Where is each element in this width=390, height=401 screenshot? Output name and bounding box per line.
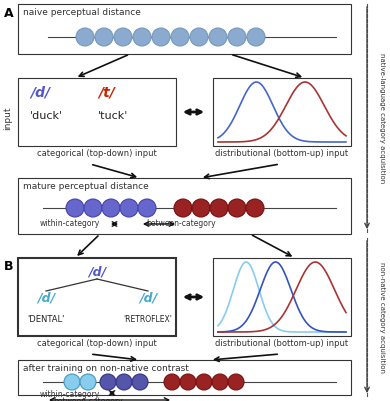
Text: 'duck': 'duck': [30, 111, 63, 121]
Circle shape: [84, 199, 102, 217]
Circle shape: [76, 28, 94, 46]
Text: /d/: /d/: [139, 292, 157, 304]
Circle shape: [132, 374, 148, 390]
Bar: [18, 4, 351, 54]
Circle shape: [246, 199, 264, 217]
Circle shape: [190, 28, 208, 46]
Bar: [18, 178, 351, 234]
Text: categorical (top-down) input: categorical (top-down) input: [37, 149, 157, 158]
Bar: [213, 258, 351, 336]
Circle shape: [171, 28, 189, 46]
Bar: [213, 78, 351, 146]
Text: within-category: within-category: [40, 219, 100, 229]
Circle shape: [212, 374, 228, 390]
Text: naive perceptual distance: naive perceptual distance: [23, 8, 141, 17]
Text: /d/: /d/: [37, 292, 55, 304]
Text: 'RETROFLEX': 'RETROFLEX': [124, 316, 172, 324]
Circle shape: [120, 199, 138, 217]
Circle shape: [192, 199, 210, 217]
Circle shape: [102, 199, 120, 217]
Text: between-category: between-category: [146, 219, 216, 229]
Circle shape: [228, 199, 246, 217]
Circle shape: [116, 374, 132, 390]
Text: after training on non-native contrast: after training on non-native contrast: [23, 364, 189, 373]
Text: A: A: [4, 7, 14, 20]
Text: distributional (bottom-up) input: distributional (bottom-up) input: [215, 339, 349, 348]
Circle shape: [209, 28, 227, 46]
Bar: [18, 360, 351, 395]
Circle shape: [247, 28, 265, 46]
Text: categorical (top-down) input: categorical (top-down) input: [37, 339, 157, 348]
Text: /t/: /t/: [98, 86, 115, 100]
Text: native-language category acquisition: native-language category acquisition: [379, 53, 385, 183]
Circle shape: [66, 199, 84, 217]
Circle shape: [210, 199, 228, 217]
Text: input: input: [4, 106, 12, 130]
Circle shape: [164, 374, 180, 390]
Text: 'tuck': 'tuck': [98, 111, 128, 121]
Text: B: B: [4, 260, 14, 273]
Circle shape: [64, 374, 80, 390]
Circle shape: [100, 374, 116, 390]
Circle shape: [228, 374, 244, 390]
Circle shape: [95, 28, 113, 46]
Circle shape: [196, 374, 212, 390]
Circle shape: [133, 28, 151, 46]
Text: 'DENTAL': 'DENTAL': [27, 316, 65, 324]
Text: mature perceptual distance: mature perceptual distance: [23, 182, 149, 191]
Text: within-category: within-category: [40, 390, 100, 399]
Circle shape: [152, 28, 170, 46]
Text: between-category: between-category: [53, 397, 122, 401]
Circle shape: [228, 28, 246, 46]
Text: /d/: /d/: [88, 265, 106, 279]
Bar: [18, 78, 176, 146]
Circle shape: [138, 199, 156, 217]
Circle shape: [114, 28, 132, 46]
Text: /d/: /d/: [30, 86, 50, 100]
Bar: [18, 258, 176, 336]
Circle shape: [180, 374, 196, 390]
Text: non-native category acquisition: non-native category acquisition: [379, 263, 385, 373]
Circle shape: [174, 199, 192, 217]
Circle shape: [80, 374, 96, 390]
Text: distributional (bottom-up) input: distributional (bottom-up) input: [215, 149, 349, 158]
